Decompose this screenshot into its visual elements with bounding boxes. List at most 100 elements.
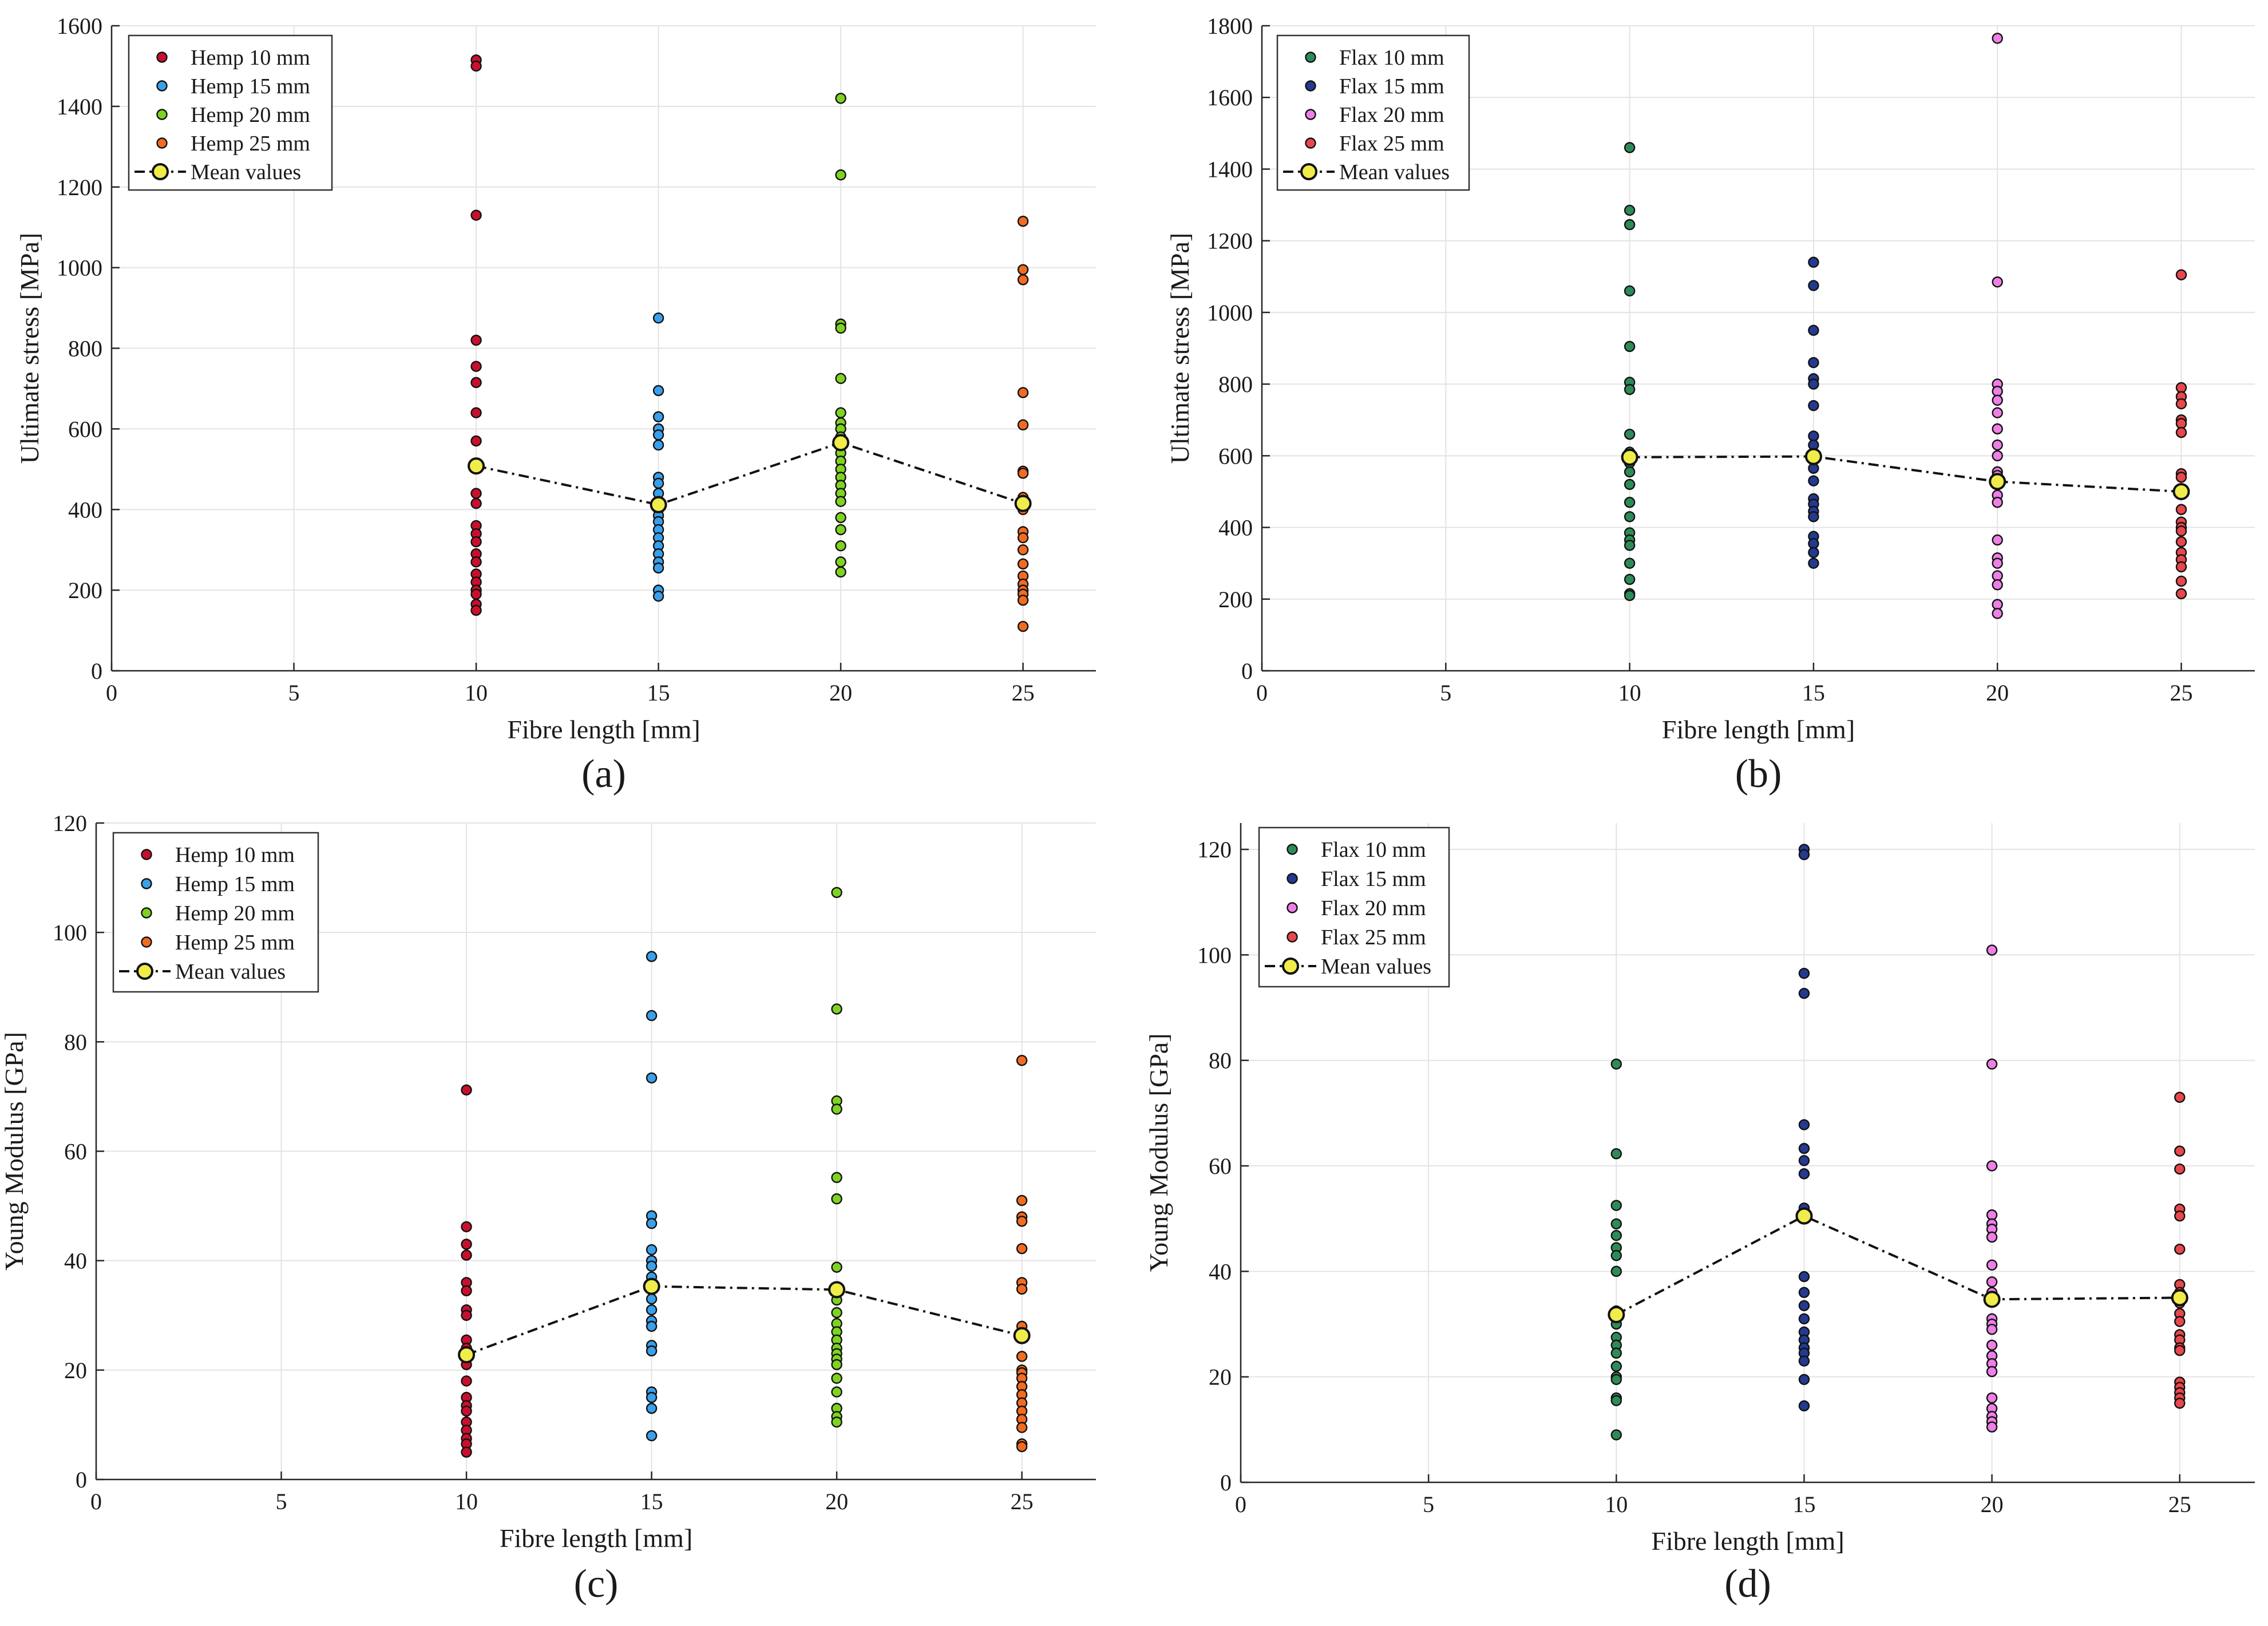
mean-line xyxy=(466,1285,1023,1356)
data-point xyxy=(835,496,846,507)
y-tick-label: 0 xyxy=(76,1467,87,1493)
x-tick-label: 5 xyxy=(276,1489,287,1514)
data-point xyxy=(1017,620,1029,632)
data-point xyxy=(1798,1355,1810,1367)
data-point xyxy=(831,1416,842,1428)
data-point xyxy=(1610,1395,1622,1406)
data-point xyxy=(2175,588,2187,600)
y-tick-label: 800 xyxy=(68,336,102,362)
data-point xyxy=(461,1375,472,1387)
y-tick-label: 20 xyxy=(64,1358,87,1383)
data-point xyxy=(1610,1200,1622,1211)
data-point xyxy=(1624,341,1636,353)
y-tick-label: 0 xyxy=(1220,1470,1232,1496)
y-tick-label: 60 xyxy=(1209,1153,1232,1179)
data-point xyxy=(1610,1347,1622,1359)
data-point xyxy=(835,93,846,104)
legend-label: Hemp 25 mm xyxy=(191,132,310,156)
mean-point xyxy=(643,1277,660,1295)
data-point xyxy=(1808,399,1819,412)
data-point xyxy=(2175,536,2187,548)
x-tick-label: 10 xyxy=(1605,1492,1628,1517)
data-point xyxy=(831,1307,842,1319)
data-point xyxy=(1624,466,1636,478)
y-tick-label: 120 xyxy=(1197,837,1232,863)
data-point xyxy=(646,1345,658,1357)
data-point xyxy=(470,604,482,616)
panel-label: (a) xyxy=(581,752,626,796)
data-point xyxy=(1992,33,2003,44)
data-point xyxy=(1016,1351,1028,1362)
legend-label: Flax 10 mm xyxy=(1339,46,1444,70)
data-point xyxy=(470,435,482,447)
panel-label: (d) xyxy=(1724,1562,1771,1606)
y-tick-label: 1400 xyxy=(1207,156,1253,182)
data-point xyxy=(1624,285,1636,297)
data-point xyxy=(1992,439,2003,451)
data-point xyxy=(652,439,664,451)
data-point xyxy=(2175,269,2187,280)
x-tick-label: 0 xyxy=(90,1489,102,1514)
data-point xyxy=(835,540,846,552)
data-point xyxy=(1808,256,1819,268)
data-point xyxy=(1624,590,1636,602)
legend-marker xyxy=(1305,80,1316,92)
data-point xyxy=(835,407,846,418)
y-axis-title: Ultimate stress [MPa] xyxy=(15,233,44,464)
y-axis-title: Young Modulus [GPa] xyxy=(0,1032,29,1271)
mean-point xyxy=(1989,473,2006,490)
data-point xyxy=(835,373,846,385)
x-tick-label: 20 xyxy=(829,680,852,706)
data-point xyxy=(1808,547,1819,559)
data-point xyxy=(1017,215,1029,227)
data-point xyxy=(470,407,482,418)
data-point xyxy=(1610,1148,1622,1160)
data-point xyxy=(461,1221,472,1233)
data-point xyxy=(646,1217,658,1229)
data-point xyxy=(1624,478,1636,490)
y-tick-label: 600 xyxy=(1218,443,1253,469)
data-point xyxy=(1986,1259,1998,1271)
data-point xyxy=(646,1403,658,1414)
data-point xyxy=(1808,378,1819,390)
data-point xyxy=(1798,1374,1810,1385)
legend-marker xyxy=(1305,52,1316,63)
data-point xyxy=(652,562,664,574)
data-point xyxy=(2174,1243,2186,1255)
data-point xyxy=(1017,387,1029,398)
x-tick-label: 25 xyxy=(1011,1489,1034,1514)
data-point xyxy=(831,1103,842,1115)
mean-point xyxy=(1621,448,1638,466)
mean-point xyxy=(468,457,485,475)
chart-panel-d: 0 5 10 15 20 25 0 20 40 60 80 100 120 Fibre length [m… xyxy=(1144,823,2255,1606)
y-tick-label: 40 xyxy=(64,1248,87,1274)
x-tick-label: 0 xyxy=(106,680,117,706)
data-point xyxy=(461,1239,472,1250)
data-point xyxy=(646,1072,658,1084)
data-point xyxy=(1624,219,1636,231)
y-tick-label: 600 xyxy=(68,416,102,442)
x-tick-label: 25 xyxy=(2168,1492,2191,1517)
data-point xyxy=(1986,1058,1998,1070)
data-point xyxy=(1992,534,2003,546)
data-point xyxy=(1610,1374,1622,1385)
series-hemp10 xyxy=(461,1084,472,1458)
legend-label: Flax 15 mm xyxy=(1321,867,1426,891)
data-point xyxy=(470,488,482,499)
x-tick-label: 10 xyxy=(455,1489,478,1514)
x-tick-label: 0 xyxy=(1235,1492,1246,1517)
y-tick-label: 800 xyxy=(1218,371,1253,397)
legend-marker xyxy=(1305,137,1316,149)
data-point xyxy=(1016,1422,1028,1433)
legend-marker xyxy=(156,52,168,63)
legend-label: Flax 20 mm xyxy=(1339,103,1444,127)
mean-point xyxy=(1013,1327,1031,1344)
series-flax15 xyxy=(1798,844,1810,1412)
data-point xyxy=(646,951,658,962)
legend-label: Flax 25 mm xyxy=(1339,132,1444,156)
mean-point xyxy=(1983,1291,2001,1308)
data-point xyxy=(1798,1313,1810,1325)
data-point xyxy=(831,1003,842,1015)
data-point xyxy=(470,334,482,346)
data-point xyxy=(461,1249,472,1261)
